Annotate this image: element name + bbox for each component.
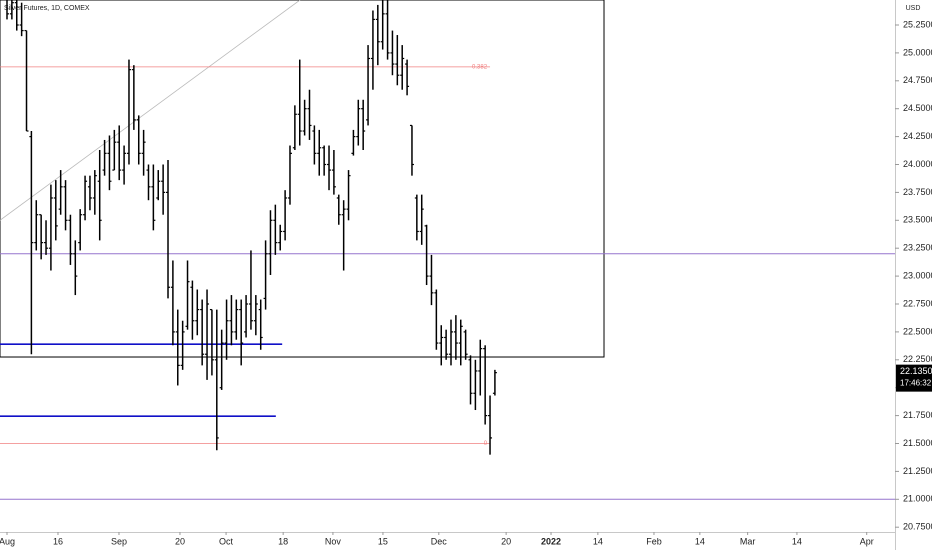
- x-tick-label: 14: [593, 536, 603, 546]
- rectangle: [0, 0, 605, 358]
- y-tick-label: 21.7500: [903, 410, 932, 420]
- trend-line: [0, 0, 301, 221]
- y-tick-label: 20.7500: [903, 522, 932, 532]
- y-tick-label: 21.5000: [903, 438, 932, 448]
- y-tick-label: 23.7500: [903, 187, 932, 197]
- y-tick-label: 22.5000: [903, 326, 932, 336]
- x-tick-label: Mar: [740, 536, 756, 546]
- y-tick-label: 22.2500: [903, 354, 932, 364]
- price-tag-label: 22.1350: [900, 366, 932, 376]
- chart-title: Silver Futures, 1D, COMEX: [4, 5, 90, 12]
- x-tick-label: 20: [501, 536, 511, 546]
- fib-label: 0: [484, 441, 488, 447]
- x-tick-label: 15: [378, 536, 388, 546]
- y-tick-label: 21.2500: [903, 466, 932, 476]
- x-tick-label: Oct: [219, 536, 234, 546]
- y-tick-label: 24.7500: [903, 75, 932, 85]
- x-tick-label: 2022: [541, 536, 561, 546]
- x-tick-label: Sep: [111, 536, 127, 546]
- y-tick-label: 23.2500: [903, 243, 932, 253]
- x-tick-label: Dec: [431, 536, 448, 546]
- fib-label: 0.382: [472, 64, 488, 70]
- x-tick-label: Feb: [646, 536, 662, 546]
- x-tick-label: 14: [695, 536, 705, 546]
- x-tick-label: Apr: [860, 536, 874, 546]
- y-tick-label: 23.0000: [903, 270, 932, 280]
- x-tick-label: 18: [278, 536, 288, 546]
- y-tick-label: 22.7500: [903, 298, 932, 308]
- x-tick-label: Nov: [325, 536, 342, 546]
- y-tick-label: 25.0000: [903, 47, 932, 57]
- currency-label: USD: [906, 5, 921, 12]
- y-tick-label: 24.2500: [903, 131, 932, 141]
- price-tag: [896, 364, 932, 392]
- y-tick-label: 25.2500: [903, 19, 932, 29]
- y-tick-label: 24.5000: [903, 103, 932, 113]
- countdown-label: 17:46:32: [900, 379, 932, 388]
- x-tick-label: 14: [792, 536, 802, 546]
- x-tick-label: 20: [175, 536, 185, 546]
- x-tick-label: Aug: [0, 536, 15, 546]
- x-tick-label: 16: [53, 536, 63, 546]
- y-tick-label: 23.5000: [903, 215, 932, 225]
- y-tick-label: 24.0000: [903, 159, 932, 169]
- y-tick-label: 21.0000: [903, 494, 932, 504]
